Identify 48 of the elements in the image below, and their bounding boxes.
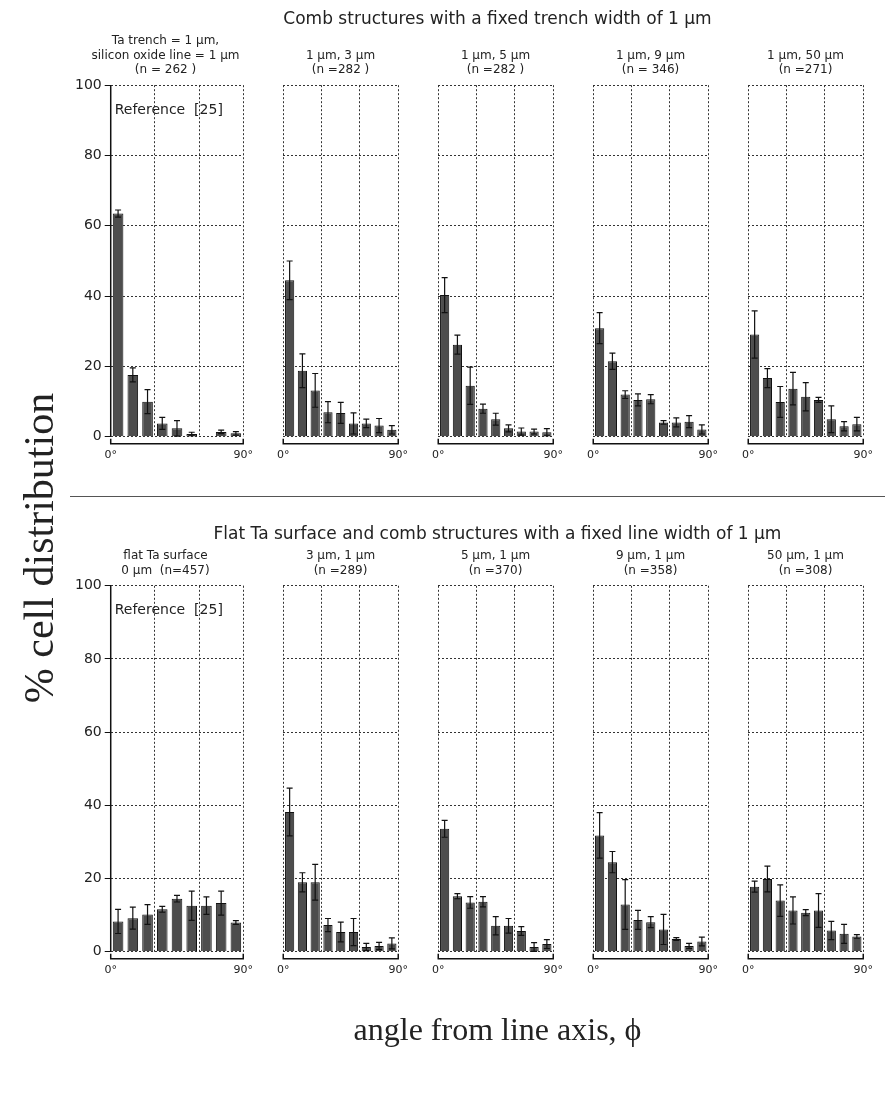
y-tick-label: 40: [83, 286, 102, 303]
chart-title: 9 μm, 1 μm (n =358): [615, 548, 686, 577]
x-tick-label: 0°: [432, 963, 445, 977]
y-tick-label: 60: [83, 722, 102, 739]
chart-title: 1 μm, 50 μm (n =271): [767, 47, 844, 77]
annotation: Reference [25]: [114, 601, 223, 618]
x-tick-label: 90°: [853, 963, 873, 977]
x-tick-label: 90°: [698, 448, 718, 462]
y-tick-label: 20: [83, 869, 102, 886]
y-axis-title: % cell distribution: [15, 392, 63, 704]
y-tick-label: 100: [74, 576, 102, 593]
chart-subtitle: Comb structures with a fixed trench width of 1 μm: [283, 8, 712, 28]
x-tick-label: 90°: [233, 963, 253, 977]
x-tick-label: 90°: [853, 448, 873, 462]
x-axis-title: angle from line axis, ϕ: [352, 1011, 643, 1048]
chart-title: 1 μm, 3 μm (n =282 ): [305, 47, 376, 77]
x-tick-label: 90°: [543, 963, 563, 977]
y-tick-label: 0: [92, 427, 102, 444]
y-tick-label: 0: [92, 942, 102, 959]
x-tick-label: 90°: [388, 448, 408, 462]
y-tick-label: 40: [83, 796, 102, 813]
x-tick-label: 0°: [277, 448, 290, 462]
chart-title: Ta trench = 1 μm, silicon oxide line = 1 μm (n = 262 ): [91, 33, 240, 77]
chart-title: flat Ta surface 0 μm (n=457): [121, 548, 210, 577]
chart-title: 3 μm, 1 μm (n =289): [305, 548, 376, 577]
x-tick-label: 0°: [587, 963, 600, 977]
x-tick-label: 90°: [543, 448, 563, 462]
chart-title: 5 μm, 1 μm (n =370): [460, 548, 531, 577]
x-tick-label: 0°: [432, 448, 445, 462]
x-tick-label: 0°: [742, 448, 755, 462]
chart-title: 1 μm, 5 μm (n =282 ): [460, 47, 531, 77]
annotation: Reference [25]: [114, 100, 223, 117]
x-tick-label: 0°: [277, 963, 290, 977]
x-tick-label: 0°: [587, 448, 600, 462]
x-tick-label: 90°: [698, 963, 718, 977]
x-tick-label: 90°: [233, 448, 253, 462]
chart-subtitle: Flat Ta surface and comb structures with a fixed line width of 1 μm: [213, 523, 782, 543]
x-tick-label: 0°: [104, 963, 117, 977]
y-tick-label: 80: [83, 649, 102, 666]
y-tick-label: 100: [74, 75, 102, 92]
y-tick-label: 20: [83, 357, 102, 374]
y-tick-label: 60: [83, 216, 102, 233]
x-tick-label: 90°: [388, 963, 408, 977]
x-tick-label: 0°: [104, 448, 117, 462]
chart-title: 1 μm, 9 μm (n = 346): [615, 47, 686, 77]
chart-title: 50 μm, 1 μm (n =308): [767, 548, 844, 577]
y-tick-label: 80: [83, 146, 102, 163]
x-tick-label: 0°: [742, 963, 755, 977]
